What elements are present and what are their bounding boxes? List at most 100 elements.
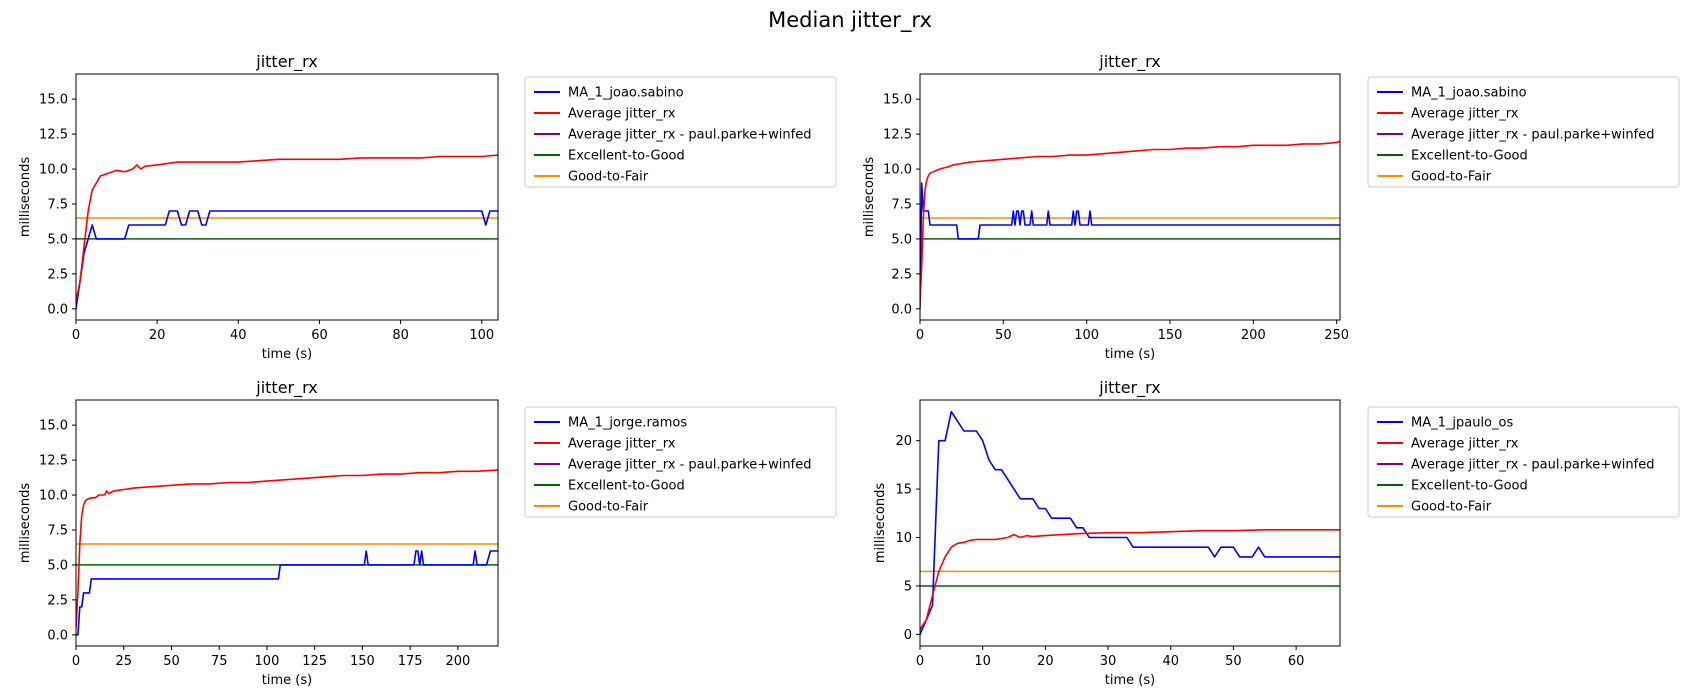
subplot-2: jitter_rx 0 50 100 150 200 250 0.0 2.5 5.0 7.5 10.0… bbox=[862, 52, 1680, 362]
legend-entry: Average jitter_rx - paul.parke+winfed bbox=[568, 458, 811, 473]
series-line-user bbox=[920, 410, 1340, 635]
axes-frame bbox=[75, 399, 499, 647]
subplot-title: jitter_rx bbox=[255, 378, 317, 398]
legend-entry: Good-to-Fair bbox=[1411, 170, 1492, 185]
x-tick-label: 0 bbox=[72, 654, 80, 669]
x-axis-label: time (s) bbox=[262, 673, 312, 688]
y-tick-label: 12.5 bbox=[39, 454, 68, 469]
series-line-average bbox=[76, 469, 498, 628]
y-tick-label: 15.0 bbox=[39, 419, 68, 434]
y-axis-label: milliseconds bbox=[862, 157, 877, 237]
legend-entry: Excellent-to-Good bbox=[568, 479, 685, 494]
x-tick-label: 175 bbox=[398, 654, 423, 669]
y-tick-label: 15.0 bbox=[39, 93, 68, 108]
subplot-title: jitter_rx bbox=[1098, 378, 1160, 398]
y-tick-label: 5.0 bbox=[47, 232, 68, 247]
x-tick-label: 50 bbox=[995, 328, 1012, 343]
y-tick-label: 2.5 bbox=[47, 267, 68, 282]
subplot-3: jitter_rx 0 25 50 75 100 125 150 175 200 0.0 2.5 5.0… bbox=[18, 378, 837, 688]
legend-entry: Average jitter_rx - paul.parke+winfed bbox=[1411, 458, 1654, 473]
x-tick-label: 20 bbox=[1037, 654, 1054, 669]
y-tick-label: 7.5 bbox=[47, 197, 68, 212]
y-tick-label: 10.0 bbox=[883, 163, 912, 178]
x-tick-label: 20 bbox=[149, 328, 166, 343]
y-tick-label: 7.5 bbox=[47, 523, 68, 538]
x-tick-label: 10 bbox=[974, 654, 991, 669]
legend-entry: Good-to-Fair bbox=[568, 500, 649, 515]
legend-entry: Average jitter_rx bbox=[568, 437, 676, 452]
x-tick-label: 0 bbox=[916, 328, 924, 343]
legend: MA_1_jpaulo_os Average jitter_rx Average j… bbox=[1367, 406, 1680, 518]
y-axis-label: milliseconds bbox=[18, 157, 33, 237]
series-line-average bbox=[76, 154, 498, 302]
figure-title: Median jitter_rx bbox=[768, 8, 932, 32]
axes-frame bbox=[75, 73, 499, 321]
legend-entry: Excellent-to-Good bbox=[568, 149, 685, 164]
x-tick-label: 250 bbox=[1324, 328, 1349, 343]
subplot-title: jitter_rx bbox=[1098, 52, 1160, 72]
legend-entry: Average jitter_rx - paul.parke+winfed bbox=[1411, 128, 1654, 143]
x-axis-label: time (s) bbox=[1105, 347, 1155, 362]
x-tick-label: 0 bbox=[916, 654, 924, 669]
y-tick-label: 15.0 bbox=[883, 93, 912, 108]
x-tick-label: 150 bbox=[350, 654, 375, 669]
series-line-user bbox=[920, 182, 1340, 309]
x-tick-label: 30 bbox=[1100, 654, 1117, 669]
legend-box bbox=[1367, 76, 1680, 188]
series-line-user bbox=[76, 550, 498, 636]
x-tick-label: 150 bbox=[1158, 328, 1183, 343]
axes-frame bbox=[919, 399, 1341, 647]
legend-entry: Average jitter_rx bbox=[1411, 107, 1519, 122]
y-tick-label: 0.0 bbox=[891, 302, 912, 317]
legend-entry: Average jitter_rx bbox=[1411, 437, 1519, 452]
x-tick-label: 60 bbox=[1288, 654, 1305, 669]
y-tick-label: 0 bbox=[904, 628, 912, 643]
y-tick-label: 0.0 bbox=[47, 302, 68, 317]
y-tick-label: 10 bbox=[895, 531, 912, 546]
x-tick-label: 80 bbox=[392, 328, 409, 343]
subplot-1: jitter_rx 0 20 40 60 80 100 0.0 2.5 5.0 7.5 10.0 12.… bbox=[18, 52, 837, 362]
x-axis-label: time (s) bbox=[1105, 673, 1155, 688]
x-axis-label: time (s) bbox=[262, 347, 312, 362]
legend-entry: MA_1_jpaulo_os bbox=[1411, 416, 1513, 431]
y-tick-label: 12.5 bbox=[883, 128, 912, 143]
legend-entry: Average jitter_rx bbox=[568, 107, 676, 122]
y-tick-label: 12.5 bbox=[39, 128, 68, 143]
y-tick-label: 0.0 bbox=[47, 628, 68, 643]
y-tick-label: 10.0 bbox=[39, 489, 68, 504]
legend-entry: Good-to-Fair bbox=[1411, 500, 1492, 515]
legend-entry: MA_1_joao.sabino bbox=[1411, 86, 1527, 101]
x-tick-label: 50 bbox=[1225, 654, 1242, 669]
x-tick-label: 200 bbox=[1241, 328, 1266, 343]
legend-entry: MA_1_joao.sabino bbox=[568, 86, 684, 101]
x-tick-label: 0 bbox=[72, 328, 80, 343]
legend-entry: Excellent-to-Good bbox=[1411, 149, 1528, 164]
axes-frame bbox=[919, 73, 1341, 321]
legend: MA_1_joao.sabino Average jitter_rx Average… bbox=[1367, 76, 1680, 188]
subplot-4: jitter_rx 0 10 20 30 40 50 60 0 5 10 15 20 time (s) mi… bbox=[873, 378, 1680, 688]
legend-entry: Good-to-Fair bbox=[568, 170, 649, 185]
legend: MA_1_jorge.ramos Average jitter_rx Average… bbox=[524, 406, 837, 518]
x-tick-label: 100 bbox=[1074, 328, 1099, 343]
y-axis-label: milliseconds bbox=[873, 483, 888, 563]
x-tick-label: 40 bbox=[1162, 654, 1179, 669]
y-tick-label: 20 bbox=[895, 434, 912, 449]
legend-entry: Average jitter_rx - paul.parke+winfed bbox=[568, 128, 811, 143]
legend-entry: Excellent-to-Good bbox=[1411, 479, 1528, 494]
x-tick-label: 100 bbox=[469, 328, 494, 343]
y-tick-label: 5.0 bbox=[47, 558, 68, 573]
series-line-average bbox=[920, 528, 1340, 630]
legend-box bbox=[524, 76, 837, 188]
subplot-title: jitter_rx bbox=[255, 52, 317, 72]
x-tick-label: 200 bbox=[445, 654, 470, 669]
y-tick-label: 15 bbox=[895, 483, 912, 498]
legend-entry: MA_1_jorge.ramos bbox=[568, 416, 687, 431]
series-line-user bbox=[76, 210, 498, 309]
x-tick-label: 100 bbox=[255, 654, 280, 669]
legend: MA_1_joao.sabino Average jitter_rx Average… bbox=[524, 76, 837, 188]
x-tick-label: 60 bbox=[311, 328, 328, 343]
y-tick-label: 2.5 bbox=[47, 593, 68, 608]
legend-box bbox=[1367, 406, 1680, 518]
y-tick-label: 5.0 bbox=[891, 232, 912, 247]
